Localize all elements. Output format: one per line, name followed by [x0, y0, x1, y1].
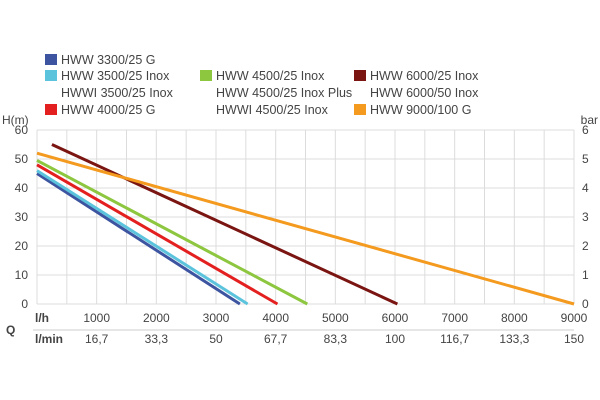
y-right-tick-label: 3	[582, 210, 589, 224]
x-tick-label: 6000	[382, 311, 409, 325]
series-line-4	[51, 143, 399, 306]
legend-label: HWW 4000/25 G	[61, 103, 156, 117]
x-tick-label: 1000	[83, 311, 110, 325]
y-right-axis-label: bar	[581, 113, 598, 127]
y-right-tick-label: 6	[582, 123, 589, 137]
x-tick-label: 2000	[143, 311, 170, 325]
x-tick-label: 3000	[203, 311, 230, 325]
legend-label: HWW 9000/100 G	[370, 103, 472, 117]
x-secondary-tick-label: 150	[564, 332, 584, 346]
legend-swatch	[354, 104, 366, 115]
y-right-tick-label: 5	[582, 152, 589, 166]
x-secondary-tick-label: 16,7	[85, 332, 109, 346]
y-right-tick-label: 4	[582, 181, 589, 195]
y-tick-label: 30	[15, 210, 29, 224]
legend-label: HWWI 4500/25 Inox	[216, 103, 328, 117]
legend-label: HWW 6000/25 Inox	[370, 69, 479, 83]
legend-label: HWWI 3500/25 Inox	[61, 86, 173, 100]
series-line-3	[36, 159, 308, 306]
series-line-5	[36, 151, 575, 306]
y-tick-label: 60	[15, 123, 29, 137]
series-line-2	[36, 163, 279, 306]
legend-label: HWW 3500/25 Inox	[61, 69, 170, 83]
legend-swatch	[354, 70, 366, 81]
x-tick-label: 7000	[441, 311, 468, 325]
legend-label: HWW 4500/25 Inox	[216, 69, 325, 83]
legend-swatch	[45, 70, 57, 81]
series-line-0	[36, 172, 241, 306]
x-secondary-tick-label: 67,7	[264, 332, 288, 346]
x-unit-secondary: l/min	[35, 332, 63, 346]
y-right-tick-label: 0	[582, 297, 589, 311]
y-tick-label: 10	[15, 268, 29, 282]
x-secondary-tick-label: 100	[385, 332, 405, 346]
legend-label: HWW 6000/50 Inox	[370, 86, 479, 100]
legend-swatch	[200, 70, 212, 81]
legend-swatch	[45, 54, 57, 65]
x-secondary-tick-label: 83,3	[324, 332, 348, 346]
x-unit-primary: l/h	[35, 311, 49, 325]
y-right-tick-label: 1	[582, 268, 589, 282]
x-axis-label: Q	[6, 323, 15, 337]
x-secondary-tick-label: 33,3	[145, 332, 169, 346]
x-secondary-tick-label: 50	[209, 332, 223, 346]
legend-label: HWW 4500/25 Inox Plus	[216, 86, 353, 100]
x-tick-label: 9000	[561, 311, 588, 325]
y-tick-label: 20	[15, 239, 29, 253]
y-right-tick-label: 2	[582, 239, 589, 253]
legend-swatch	[45, 104, 57, 115]
y-tick-label: 0	[21, 297, 28, 311]
y-tick-label: 50	[15, 152, 29, 166]
series-line-1	[36, 169, 249, 306]
x-tick-label: 8000	[501, 311, 528, 325]
x-tick-label: 5000	[322, 311, 349, 325]
y-axis-label: H(m)	[2, 113, 29, 127]
x-tick-label: 4000	[262, 311, 289, 325]
y-tick-label: 40	[15, 181, 29, 195]
legend-label: HWW 3300/25 G	[61, 53, 156, 67]
x-secondary-tick-label: 116,7	[440, 332, 469, 346]
x-secondary-tick-label: 133,3	[499, 332, 529, 346]
